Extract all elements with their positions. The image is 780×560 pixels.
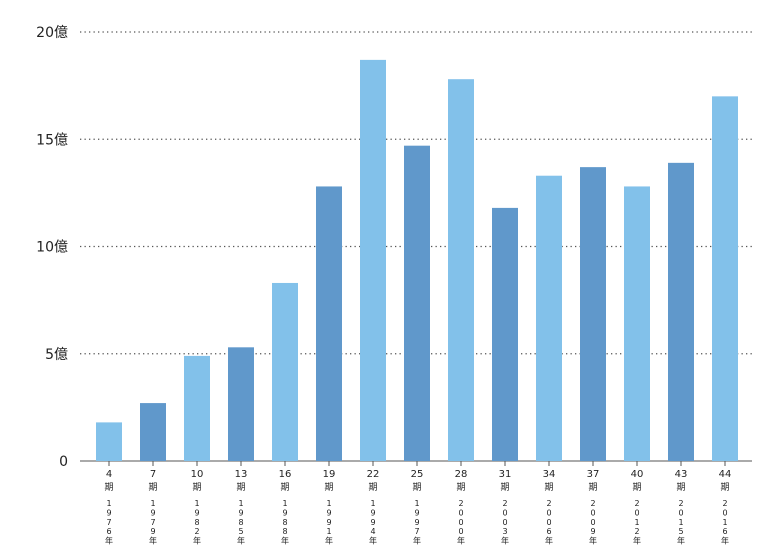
x-year-suffix: 年 — [237, 536, 245, 546]
x-year-suffix: 年 — [633, 536, 641, 546]
x-period-label: 22 — [367, 469, 380, 480]
x-period-label: 19 — [323, 469, 336, 480]
bar — [96, 422, 122, 461]
y-tick-label: 0 — [59, 454, 68, 470]
x-period-suffix: 期 — [720, 482, 729, 493]
bar — [580, 167, 606, 461]
x-year-suffix: 年 — [193, 536, 201, 546]
x-year-suffix: 年 — [677, 536, 685, 546]
x-year-suffix: 年 — [721, 536, 729, 546]
bar — [492, 207, 518, 461]
x-period-suffix: 期 — [236, 482, 245, 493]
bar — [404, 145, 430, 461]
y-tick-label: 5億 — [45, 347, 68, 363]
bar — [272, 282, 298, 461]
x-period-suffix: 期 — [324, 482, 333, 493]
bar — [140, 403, 166, 461]
bar — [184, 355, 210, 461]
y-tick-label: 20億 — [36, 25, 68, 41]
x-period-suffix: 期 — [676, 482, 685, 493]
x-year-suffix: 年 — [105, 536, 113, 546]
x-period-suffix: 期 — [104, 482, 113, 493]
y-tick-label: 10億 — [36, 240, 68, 256]
bar — [448, 79, 474, 461]
bar — [624, 186, 650, 461]
x-period-label: 43 — [675, 469, 688, 480]
bar — [712, 96, 738, 461]
x-period-suffix: 期 — [368, 482, 377, 493]
bar — [316, 186, 342, 461]
x-period-suffix: 期 — [456, 482, 465, 493]
x-year-suffix: 年 — [325, 536, 333, 546]
x-year-suffix: 年 — [457, 536, 465, 546]
x-year-suffix: 年 — [369, 536, 377, 546]
x-period-suffix: 期 — [588, 482, 597, 493]
x-period-label: 13 — [235, 469, 248, 480]
bar — [536, 175, 562, 461]
x-period-suffix: 期 — [148, 482, 157, 493]
x-period-suffix: 期 — [544, 482, 553, 493]
x-period-suffix: 期 — [500, 482, 509, 493]
bar — [668, 162, 694, 461]
bar — [228, 347, 254, 461]
x-period-label: 44 — [719, 469, 732, 480]
x-period-label: 37 — [587, 469, 600, 480]
x-period-label: 4 — [106, 469, 112, 480]
x-period-suffix: 期 — [632, 482, 641, 493]
x-period-label: 31 — [499, 469, 512, 480]
x-period-suffix: 期 — [412, 482, 421, 493]
x-period-label: 10 — [191, 469, 204, 480]
x-period-label: 25 — [411, 469, 424, 480]
x-period-label: 40 — [631, 469, 644, 480]
x-period-label: 7 — [150, 469, 156, 480]
x-period-suffix: 期 — [192, 482, 201, 493]
x-period-label: 28 — [455, 469, 468, 480]
bar — [360, 59, 386, 461]
x-year-suffix: 年 — [281, 536, 289, 546]
x-period-label: 34 — [543, 469, 556, 480]
x-period-label: 16 — [279, 469, 292, 480]
x-year-suffix: 年 — [413, 536, 421, 546]
x-year-suffix: 年 — [501, 536, 509, 546]
x-year-suffix: 年 — [545, 536, 553, 546]
x-period-suffix: 期 — [280, 482, 289, 493]
x-year-suffix: 年 — [589, 536, 597, 546]
x-year-suffix: 年 — [149, 536, 157, 546]
y-tick-label: 15億 — [36, 132, 68, 148]
